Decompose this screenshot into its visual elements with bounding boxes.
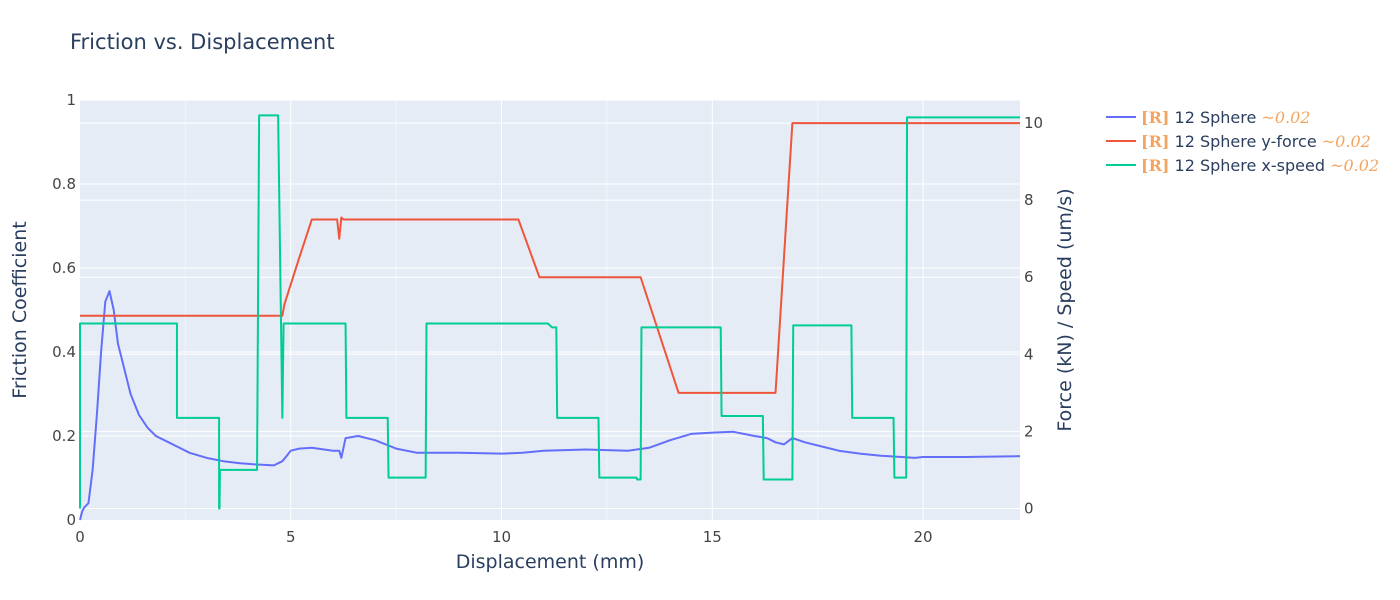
y-tick-label: 0.2: [52, 427, 76, 445]
legend-approx: ~0.02: [1330, 156, 1379, 175]
x-tick-label: 5: [286, 528, 296, 546]
x-tick-label: 20: [914, 528, 933, 546]
y2-tick-label: 8: [1024, 191, 1034, 209]
legend: [R] 12 Sphere ~0.02[R] 12 Sphere y-force…: [1106, 108, 1379, 175]
y2-tick-label: 10: [1024, 114, 1043, 132]
x-tick-label: 10: [492, 528, 511, 546]
y-tick-label: 0.6: [52, 259, 76, 277]
series-line-2: [79, 114, 1020, 510]
legend-tag: [R]: [1141, 132, 1169, 151]
y2-axis-title: Force (kN) / Speed (um/s): [1054, 188, 1076, 431]
y2-tick-label: 4: [1024, 345, 1034, 363]
chart-title: Friction vs. Displacement: [70, 30, 335, 54]
legend-name: 12 Sphere: [1169, 108, 1261, 127]
series-layer: [79, 114, 1021, 521]
legend-entry[interactable]: [R] 12 Sphere y-force ~0.02: [1141, 132, 1371, 151]
legend-entry[interactable]: [R] 12 Sphere ~0.02: [1141, 108, 1310, 127]
plot-area: [80, 100, 1020, 520]
y2-tick-label: 6: [1024, 268, 1034, 286]
x-axis-title: Displacement (mm): [456, 551, 645, 573]
y-tick-label: 0: [66, 511, 76, 529]
legend-approx: ~0.02: [1322, 132, 1371, 151]
series-line-1: [80, 122, 1020, 394]
x-tick-label: 15: [703, 528, 722, 546]
legend-tag: [R]: [1141, 156, 1169, 175]
y-tick-label: 0.8: [52, 175, 76, 193]
y2-tick-label: 2: [1024, 422, 1034, 440]
y-tick-label: 1: [66, 91, 76, 109]
legend-tag: [R]: [1141, 108, 1169, 127]
y-axis-title: Friction Coefficient: [9, 221, 31, 398]
x-tick-label: 0: [75, 528, 85, 546]
y-tick-label: 0.4: [52, 343, 76, 361]
legend-approx: ~0.02: [1261, 108, 1310, 127]
y2-tick-label: 0: [1024, 499, 1034, 517]
series-line-0: [79, 290, 1021, 521]
legend-name: 12 Sphere y-force: [1169, 132, 1321, 151]
legend-name: 12 Sphere x-speed: [1169, 156, 1330, 175]
legend-entry[interactable]: [R] 12 Sphere x-speed ~0.02: [1141, 156, 1379, 175]
